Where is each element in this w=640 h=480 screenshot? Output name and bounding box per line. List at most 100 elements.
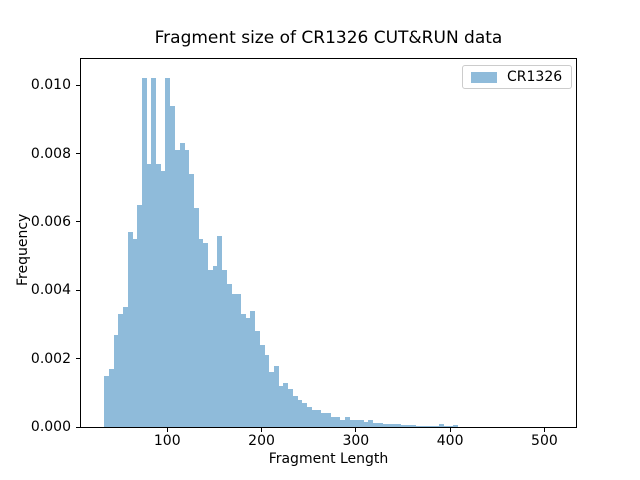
histogram-bar xyxy=(113,334,119,427)
histogram-bar xyxy=(212,266,218,427)
histogram-bar xyxy=(405,425,411,427)
y-tick-mark xyxy=(76,221,80,223)
histogram-bar xyxy=(226,283,232,427)
histogram-bar xyxy=(174,150,180,427)
histogram-bar xyxy=(160,170,166,427)
histogram-bar xyxy=(306,406,312,427)
histogram-bar xyxy=(448,425,454,427)
histogram-bar xyxy=(155,163,162,427)
x-tick-mark xyxy=(261,428,263,432)
histogram-bar xyxy=(353,420,360,427)
histogram-bar xyxy=(203,242,209,427)
histogram-bar xyxy=(254,331,261,427)
histogram-bar xyxy=(396,424,402,427)
histogram-bar xyxy=(382,423,388,427)
histogram-bar xyxy=(443,425,449,427)
histogram-bar xyxy=(146,163,152,427)
histogram-bar xyxy=(377,422,383,427)
histogram-bar xyxy=(302,403,308,427)
histogram-bar xyxy=(391,424,397,427)
histogram-bar xyxy=(325,413,331,427)
histogram-bar xyxy=(132,239,138,427)
histogram-bar xyxy=(188,174,195,427)
y-tick-mark xyxy=(76,358,80,360)
y-tick-label: 0.002 xyxy=(30,350,71,367)
histogram-bar xyxy=(438,423,444,427)
histogram-bar xyxy=(311,409,317,427)
histogram-bar xyxy=(207,269,213,427)
x-tick-label: 100 xyxy=(153,433,181,449)
histogram-bar xyxy=(401,424,407,427)
histogram-bar xyxy=(217,235,223,427)
histogram-bar xyxy=(429,425,435,427)
histogram-bar xyxy=(193,208,199,427)
histogram-bar xyxy=(452,425,459,427)
histogram-bar xyxy=(108,368,114,427)
histogram-bar xyxy=(386,423,393,427)
histogram-bar xyxy=(240,314,246,427)
histogram-bar xyxy=(221,269,228,427)
histogram-bar xyxy=(259,345,265,427)
histogram-bar xyxy=(344,416,350,427)
x-tick-label: 400 xyxy=(436,433,464,449)
histogram-bar xyxy=(330,416,336,427)
y-tick-mark xyxy=(76,426,80,428)
y-tick-label: 0.010 xyxy=(30,77,71,94)
histogram-bar xyxy=(250,310,256,427)
histogram-bar xyxy=(368,420,374,427)
legend-swatch xyxy=(471,71,497,83)
y-tick-label: 0.004 xyxy=(30,282,71,299)
histogram-bar xyxy=(434,426,440,427)
histogram-bar xyxy=(184,150,190,427)
y-tick-label: 0.008 xyxy=(30,145,71,162)
legend: CR1326 xyxy=(462,65,572,89)
histogram-bar xyxy=(198,239,204,427)
histogram-bar xyxy=(141,78,147,427)
histogram-bar xyxy=(231,293,237,427)
histogram-bar xyxy=(236,293,242,427)
x-tick-mark xyxy=(355,428,357,432)
histogram-bar xyxy=(415,425,421,427)
histogram-bar xyxy=(269,372,275,427)
histogram-bar xyxy=(283,382,289,427)
histogram-bar xyxy=(127,232,133,427)
histogram-bar xyxy=(339,420,345,427)
histogram-bar xyxy=(316,409,322,427)
x-tick-label: 200 xyxy=(248,433,275,449)
x-tick-mark xyxy=(166,428,168,432)
histogram-bar xyxy=(372,422,378,427)
legend-label: CR1326 xyxy=(507,69,563,85)
histogram-bar xyxy=(358,420,364,427)
y-tick-label: 0.006 xyxy=(30,213,71,230)
histogram-bar xyxy=(137,204,143,427)
histogram-bar xyxy=(151,78,157,427)
histogram-bars xyxy=(81,59,576,427)
y-tick-label: 0.000 xyxy=(30,419,71,435)
x-axis-label: Fragment Length xyxy=(268,451,389,467)
histogram-bar xyxy=(179,143,185,427)
x-tick-mark xyxy=(543,428,545,432)
histogram-bar xyxy=(424,425,430,427)
histogram-bar xyxy=(245,317,251,427)
histogram-bar xyxy=(349,420,355,427)
histogram-bar xyxy=(278,386,284,427)
histogram-bar xyxy=(273,365,279,427)
x-tick-label: 300 xyxy=(342,433,370,449)
y-tick-mark xyxy=(76,153,80,155)
plot-area: CR1326 xyxy=(80,58,577,428)
y-tick-mark xyxy=(76,289,80,291)
histogram-bar xyxy=(292,396,298,427)
histogram-bar xyxy=(297,399,303,427)
x-tick-mark xyxy=(449,428,451,432)
histogram-bar xyxy=(170,105,176,427)
histogram-bar xyxy=(363,421,369,427)
histogram-bar xyxy=(410,425,416,427)
histogram-bar xyxy=(165,78,171,427)
x-tick-label: 500 xyxy=(531,433,558,449)
histogram-bar xyxy=(320,413,327,427)
histogram-bar xyxy=(264,355,270,427)
y-tick-mark xyxy=(76,84,80,86)
histogram-bar xyxy=(118,314,124,427)
chart-title: Fragment size of CR1326 CUT&RUN data xyxy=(154,28,503,48)
